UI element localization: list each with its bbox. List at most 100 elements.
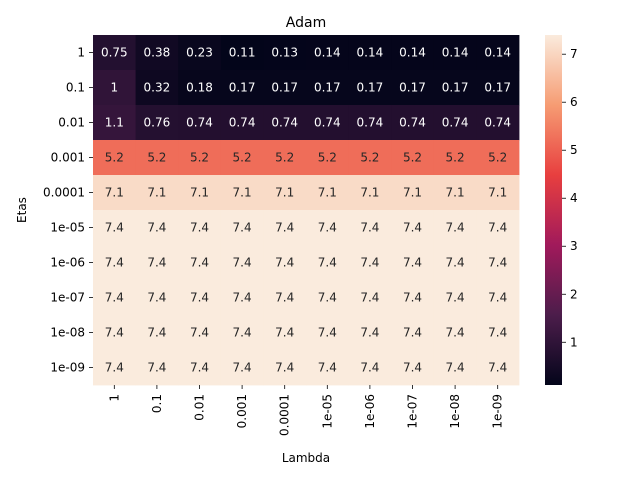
y-tick-label: 1e-08 [50,326,85,340]
cell-label: 0.38 [144,46,171,60]
cell-label: 7.4 [360,361,379,375]
heatmap-cell [348,210,392,246]
heatmap-cell [433,280,477,316]
heatmap-cell [476,175,520,211]
heatmap-cell [391,245,435,281]
y-tick-label: 1 [77,46,85,60]
heatmap-cell [263,35,307,71]
heatmap-cell [178,245,222,281]
heatmap-cell [263,245,307,281]
heatmap-cell [433,70,477,106]
heatmap-cell [178,210,222,246]
x-tick-label: 0.1 [150,394,164,413]
cell-label: 5.2 [360,151,379,165]
cell-label: 0.74 [271,116,298,130]
heatmap-cell [433,315,477,351]
heatmap-cell [93,105,136,141]
cell-label: 7.4 [233,291,252,305]
heatmap-cell [306,350,349,386]
cell-label: 7.4 [403,291,422,305]
heatmap-cell [391,105,435,141]
colorbar-tick-label: 4 [570,191,578,205]
cell-label: 7.4 [275,291,294,305]
cell-label: 7.4 [403,221,422,235]
cell-label: 7.4 [446,221,465,235]
cell-label: 0.17 [484,81,511,95]
cell-label: 0.14 [442,46,469,60]
heatmap-cell [220,35,264,71]
cell-label: 0.75 [101,46,128,60]
cell-label: 7.4 [446,326,465,340]
colorbar-tick-label: 6 [570,95,578,109]
heatmap-cell [220,210,264,246]
cell-label: 5.2 [233,151,252,165]
heatmap-cell [263,70,307,106]
cell-label: 7.4 [318,326,337,340]
heatmap-cell [433,105,477,141]
chart-title: Adam [286,15,326,31]
heatmap-cell [135,315,179,351]
cell-label: 5.2 [190,151,209,165]
heatmap-cell [348,35,392,71]
heatmap-cell [135,175,179,211]
cell-label: 7.4 [275,361,294,375]
cell-label: 0.17 [357,81,384,95]
heatmap-cell [263,140,307,176]
cell-label: 7.1 [105,186,124,200]
cell-label: 7.4 [190,291,209,305]
heatmap-cell [476,35,520,71]
y-tick-label: 0.01 [58,116,85,130]
heatmap-cell [135,140,179,176]
cell-label: 0.18 [186,81,213,95]
heatmap-cell [178,105,222,141]
cell-label: 5.2 [446,151,465,165]
colorbar-tick-label: 2 [570,287,578,301]
heatmap-cell [306,140,349,176]
heatmap-cell [476,350,520,386]
heatmap-cell [306,315,349,351]
cell-label: 7.4 [190,221,209,235]
heatmap-cell [93,70,136,106]
cell-label: 0.74 [442,116,469,130]
heatmap-cell [433,140,477,176]
heatmap-cell [93,245,136,281]
cell-label: 0.14 [314,46,341,60]
cell-label: 7.4 [105,326,124,340]
cell-label: 7.1 [275,186,294,200]
heatmap-cell [178,70,222,106]
cell-label: 0.17 [442,81,469,95]
cell-label: 7.4 [275,221,294,235]
heatmap-cell [93,280,136,316]
heatmap-cell [306,35,349,71]
cell-label: 0.74 [357,116,384,130]
cell-label: 0.17 [271,81,298,95]
heatmap-cell [348,280,392,316]
cell-label: 7.4 [360,256,379,270]
cell-label: 0.76 [144,116,171,130]
cell-label: 7.4 [105,291,124,305]
cell-label: 0.74 [229,116,256,130]
heatmap-cell [135,105,179,141]
heatmap-cell [391,350,435,386]
heatmap-cell [476,105,520,141]
heatmap-cell [135,350,179,386]
cell-label: 0.17 [229,81,256,95]
cell-label: 7.4 [360,326,379,340]
x-axis-ticks: 1 0.1 0.01 0.001 0.0001 1e-05 1e-06 1e-07 1e-08 1… [107,385,505,436]
heatmap-cell [391,140,435,176]
heatmap-cell [178,140,222,176]
heatmap-cell [178,175,222,211]
x-tick-label: 1e-08 [448,394,462,429]
cell-label: 7.4 [147,221,166,235]
cell-label: 7.4 [403,361,422,375]
cell-label: 7.4 [190,361,209,375]
cell-label: 7.4 [318,256,337,270]
heatmap-cell [391,70,435,106]
y-tick-label: 1e-05 [50,221,85,235]
heatmap-cell [348,70,392,106]
cell-label: 5.2 [105,151,124,165]
heatmap-cell [93,35,136,71]
cell-label: 7.1 [488,186,507,200]
heatmap-cell [348,175,392,211]
heatmap-cell [220,350,264,386]
